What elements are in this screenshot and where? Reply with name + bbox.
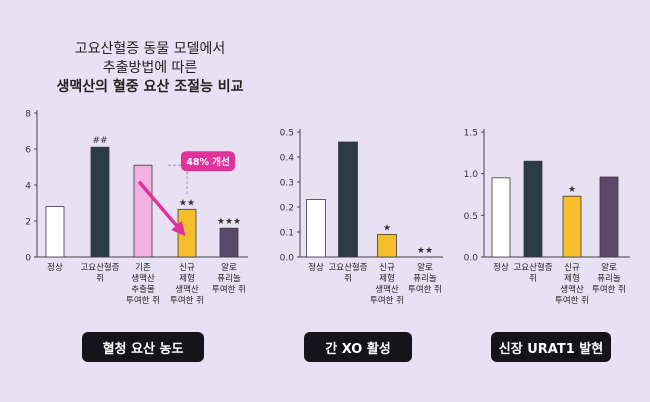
y-tick-label-0-2: 4 — [25, 182, 31, 192]
category-label-0-4-1: 퓨리놀 — [217, 274, 241, 284]
improvement-badge-label: 48% 개선 — [186, 156, 230, 168]
improvement-guide-line — [168, 164, 188, 196]
category-label-2-3-0: 알로 — [601, 262, 617, 273]
category-label-1-3-1: 퓨리놀 — [413, 274, 437, 284]
category-label-1-3-0: 알로 — [417, 262, 433, 273]
category-label-1-3-2: 투여한 쥐 — [408, 284, 442, 295]
y-tick-label-0-3: 6 — [25, 146, 31, 156]
category-label-1-2-1: 제형 — [379, 274, 395, 284]
bar-1-2 — [377, 234, 397, 258]
category-label-0-2-0: 기존 — [135, 263, 151, 273]
significance-mark-1-2: ★ — [383, 224, 391, 234]
category-label-1-0-0: 정상 — [308, 262, 324, 273]
y-tick-label-1-0: 0.0 — [280, 254, 295, 264]
y-tick-label-0-1: 2 — [25, 218, 31, 228]
title-line-3: 생맥산의 혈중 요산 조절능 비교 — [56, 79, 244, 95]
category-label-1-2-0: 신규 — [379, 263, 395, 273]
y-tick-label-0-4: 8 — [25, 110, 31, 120]
bar-1-1 — [338, 141, 358, 258]
category-label-0-2-2: 추출물 — [131, 284, 155, 295]
category-label-2-0-0: 정상 — [493, 262, 509, 273]
category-label-0-4-0: 알로 — [221, 262, 237, 273]
caption-kidney-urat1: 신장 URAT1 발현 — [491, 332, 611, 362]
chart-title: 고요산혈증 동물 모델에서 추출방법에 따른 생맥산의 혈중 요산 조절능 비교 — [30, 40, 270, 97]
y-tick-label-1-5: 0.5 — [280, 129, 294, 139]
significance-mark-2-2: ★ — [568, 185, 576, 195]
category-label-2-2-0: 신규 — [564, 263, 580, 273]
bar-0-3 — [177, 208, 197, 258]
bar-1-0 — [306, 199, 326, 258]
improvement-arrow — [137, 180, 186, 237]
category-label-0-3-1: 제형 — [179, 274, 195, 284]
category-label-1-2-2: 생맥산 — [375, 284, 399, 295]
y-tick-label-1-3: 0.3 — [280, 179, 294, 189]
caption-liver-xo: 간 XO 활성 — [304, 332, 412, 362]
category-label-2-1-0: 고요산혈증 — [513, 262, 552, 273]
category-label-1-1-1: 쥐 — [344, 273, 352, 284]
y-tick-label-0-0: 0 — [25, 254, 31, 264]
significance-mark-0-3: ★★ — [179, 198, 195, 208]
y-tick-label-1-4: 0.4 — [280, 154, 295, 164]
category-label-0-4-2: 투여한 쥐 — [212, 284, 246, 295]
category-label-2-3-1: 퓨리놀 — [597, 274, 621, 284]
category-label-0-3-2: 생맥산 — [175, 284, 199, 295]
y-tick-label-2-0: 0.0 — [464, 254, 479, 264]
bar-2-1 — [523, 160, 543, 258]
y-tick-label-2-3: 1.5 — [464, 129, 478, 139]
category-label-2-2-2: 생맥산 — [560, 284, 584, 295]
bar-0-4 — [219, 227, 239, 258]
bar-2-0 — [491, 177, 511, 258]
significance-mark-0-1: ## — [92, 136, 107, 146]
category-label-2-3-2: 투여한 쥐 — [592, 284, 626, 295]
bar-0-2 — [133, 164, 153, 258]
category-label-1-1-0: 고요산혈증 — [328, 262, 367, 273]
bar-0-1 — [90, 146, 110, 258]
bar-2-2 — [562, 195, 582, 258]
y-tick-label-1-1: 0.1 — [280, 229, 294, 239]
category-label-2-1-1: 쥐 — [529, 273, 537, 284]
category-label-2-2-3: 투여한 쥐 — [555, 295, 589, 306]
bar-2-3 — [599, 176, 619, 258]
significance-mark-1-3: ★★ — [417, 246, 433, 256]
title-line-2: 추출방법에 따른 — [102, 60, 198, 76]
y-tick-label-2-2: 1.0 — [464, 170, 479, 180]
category-label-0-2-1: 생맥산 — [131, 273, 155, 284]
title-line-1: 고요산혈증 동물 모델에서 — [74, 41, 226, 57]
category-label-0-3-0: 신규 — [179, 263, 195, 273]
category-label-0-3-3: 투여한 쥐 — [170, 295, 204, 306]
y-tick-label-1-2: 0.2 — [280, 204, 294, 214]
bar-0-0 — [45, 206, 65, 258]
significance-mark-0-4: ★★★ — [217, 217, 241, 227]
caption-serum-uric-acid: 혈청 요산 농도 — [82, 332, 204, 362]
improvement-badge — [181, 151, 235, 172]
y-tick-label-2-1: 0.5 — [464, 212, 478, 222]
category-label-0-1-0: 고요산혈증 — [80, 262, 119, 273]
category-label-0-0-0: 정상 — [47, 262, 63, 273]
category-label-0-2-3: 투여한 쥐 — [126, 295, 160, 306]
category-label-1-2-3: 투여한 쥐 — [370, 295, 404, 306]
category-label-0-1-1: 쥐 — [96, 273, 104, 284]
category-label-2-2-1: 제형 — [564, 274, 580, 284]
